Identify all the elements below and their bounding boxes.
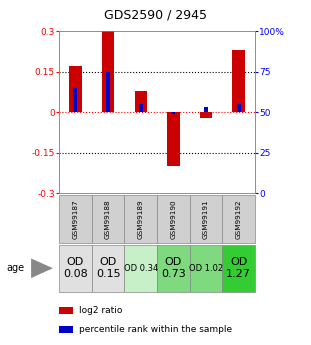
- Text: GSM99188: GSM99188: [105, 199, 111, 239]
- Text: OD
0.08: OD 0.08: [63, 257, 88, 279]
- Bar: [73, 88, 77, 112]
- Bar: [139, 104, 143, 112]
- Text: age: age: [6, 263, 24, 273]
- Bar: [167, 112, 179, 166]
- Bar: [124, 195, 157, 243]
- Bar: [190, 195, 222, 243]
- Text: GSM99190: GSM99190: [170, 199, 176, 239]
- Bar: [200, 112, 212, 118]
- Bar: [59, 326, 73, 333]
- Bar: [222, 195, 255, 243]
- Bar: [204, 107, 208, 112]
- Bar: [124, 245, 157, 292]
- Text: OD
0.15: OD 0.15: [96, 257, 120, 279]
- Text: GSM99189: GSM99189: [138, 199, 144, 239]
- Bar: [171, 112, 175, 114]
- Text: GDS2590 / 2945: GDS2590 / 2945: [104, 9, 207, 22]
- Bar: [135, 90, 147, 112]
- Bar: [59, 307, 73, 314]
- Bar: [102, 31, 114, 112]
- Text: OD
1.27: OD 1.27: [226, 257, 251, 279]
- Bar: [222, 245, 255, 292]
- Bar: [59, 195, 92, 243]
- Bar: [157, 195, 190, 243]
- Text: GSM99187: GSM99187: [72, 199, 78, 239]
- Text: GSM99191: GSM99191: [203, 199, 209, 239]
- Bar: [106, 71, 110, 112]
- Bar: [237, 104, 241, 112]
- Text: GSM99192: GSM99192: [236, 199, 242, 239]
- Bar: [190, 245, 222, 292]
- Text: OD 0.34: OD 0.34: [123, 264, 158, 273]
- Bar: [59, 245, 92, 292]
- Bar: [233, 50, 245, 112]
- Bar: [69, 66, 81, 112]
- Text: log2 ratio: log2 ratio: [79, 306, 122, 315]
- Text: OD
0.73: OD 0.73: [161, 257, 186, 279]
- Bar: [157, 245, 190, 292]
- Bar: [92, 245, 124, 292]
- Polygon shape: [31, 258, 53, 278]
- Text: percentile rank within the sample: percentile rank within the sample: [79, 325, 232, 334]
- Text: OD 1.02: OD 1.02: [189, 264, 223, 273]
- Bar: [92, 195, 124, 243]
